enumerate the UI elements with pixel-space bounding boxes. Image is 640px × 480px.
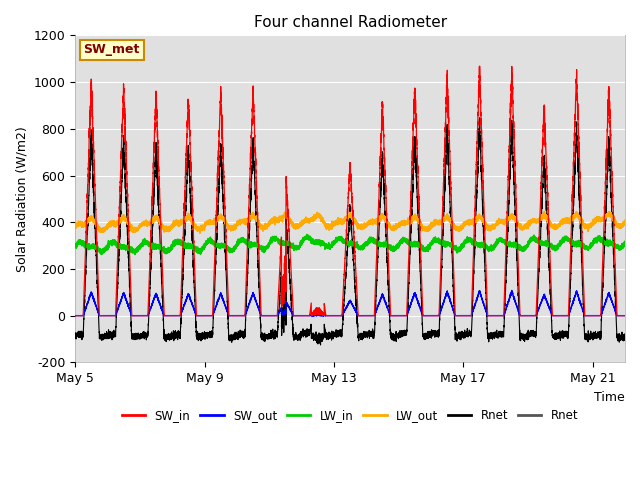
Text: SW_met: SW_met xyxy=(83,43,140,56)
Title: Four channel Radiometer: Four channel Radiometer xyxy=(253,15,447,30)
X-axis label: Time: Time xyxy=(595,391,625,404)
Legend: SW_in, SW_out, LW_in, LW_out, Rnet, Rnet: SW_in, SW_out, LW_in, LW_out, Rnet, Rnet xyxy=(117,404,583,427)
Y-axis label: Solar Radiation (W/m2): Solar Radiation (W/m2) xyxy=(15,126,28,272)
